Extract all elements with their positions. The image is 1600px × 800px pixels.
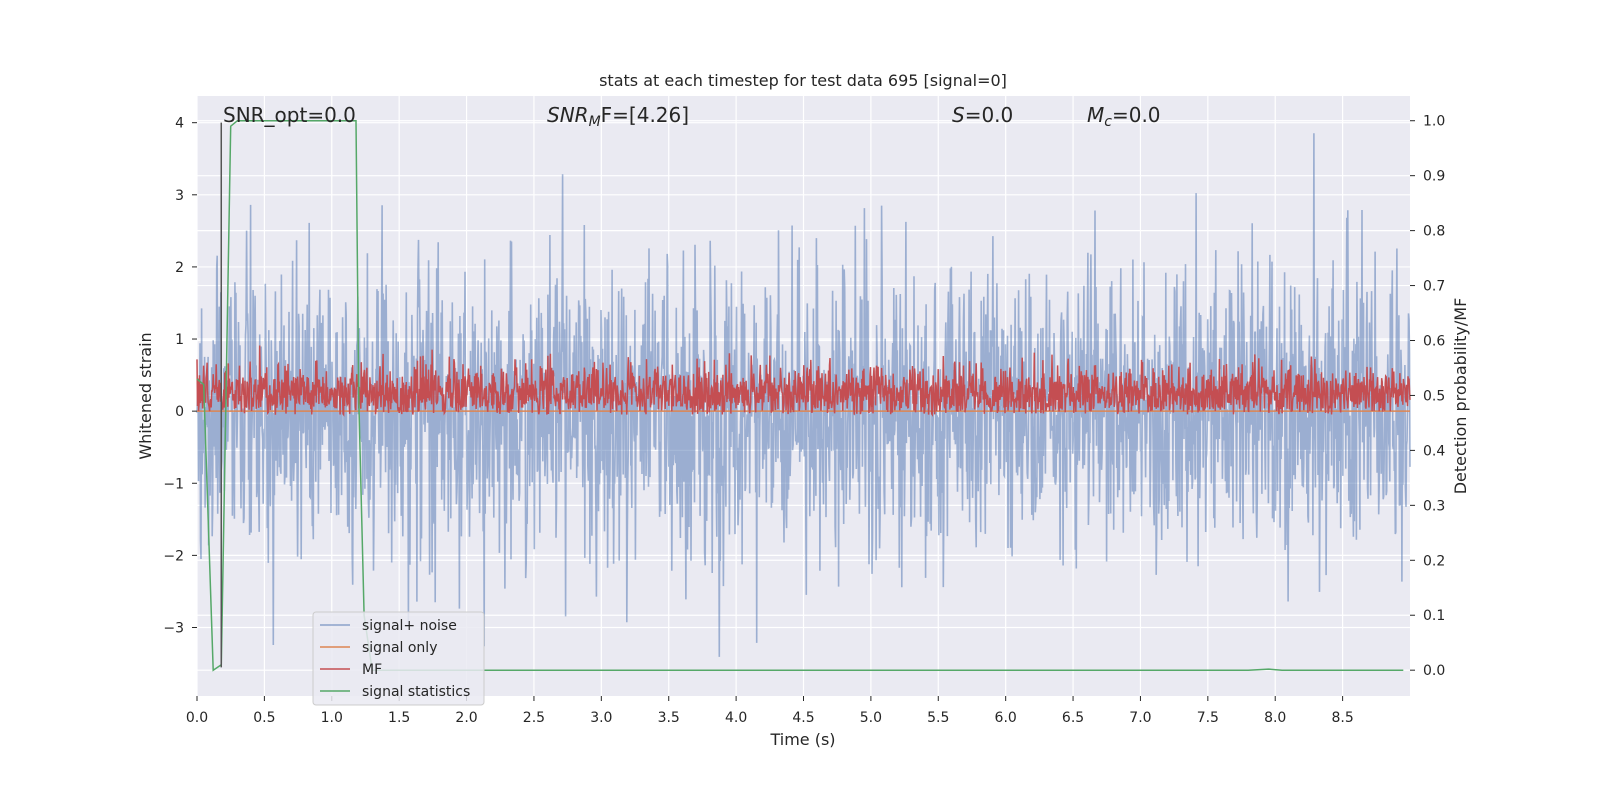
y-axis-label: Whitened strain <box>136 332 155 459</box>
x-tick-label-10: 5.0 <box>860 710 882 726</box>
y-right-tick-label-8: 0.2 <box>1423 553 1445 569</box>
x-tick-label-9: 4.5 <box>792 710 814 726</box>
y-right-tick-label-3: 0.7 <box>1423 279 1445 295</box>
x-tick-label-2: 1.0 <box>321 710 343 726</box>
annotation-1: SNRMF=[4.26] <box>547 103 689 130</box>
x-axis-label: Time (s) <box>769 730 835 749</box>
x-tick-label-7: 3.5 <box>658 710 680 726</box>
legend-label-1: signal only <box>362 640 437 656</box>
y-right-tick-label-2: 0.8 <box>1423 224 1445 240</box>
y-tick-label-6: −2 <box>163 548 184 564</box>
y-tick-label-2: 2 <box>175 260 184 276</box>
y-right-tick-label-4: 0.6 <box>1423 334 1445 350</box>
y-axis-ticks: 4 3 2 1 0 −1 −2 −3 <box>163 116 197 636</box>
x-tick-label-11: 5.5 <box>927 710 949 726</box>
y-right-tick-label-5: 0.5 <box>1423 388 1445 404</box>
x-tick-label-6: 3.0 <box>590 710 612 726</box>
x-tick-label-15: 7.5 <box>1197 710 1219 726</box>
x-tick-label-0: 0.0 <box>186 710 208 726</box>
y-tick-label-5: −1 <box>163 476 184 492</box>
chart-title: stats at each timestep for test data 695… <box>599 71 1007 90</box>
x-tick-label-8: 4.0 <box>725 710 747 726</box>
annotation-2: S=0.0 <box>952 103 1013 127</box>
series-line-2 <box>196 345 1411 417</box>
x-tick-label-3: 1.5 <box>388 710 410 726</box>
x-tick-label-12: 6.0 <box>995 710 1017 726</box>
y-right-tick-label-1: 0.9 <box>1423 169 1445 185</box>
y-tick-label-4: 0 <box>175 404 184 420</box>
y-right-tick-label-6: 0.4 <box>1423 443 1445 459</box>
x-tick-label-5: 2.5 <box>523 710 545 726</box>
y-right-axis-ticks: 1.0 0.9 0.8 0.7 0.6 0.5 0.4 0.3 0.2 0.1 0.0 <box>1410 114 1445 679</box>
y-right-tick-label-0: 1.0 <box>1423 114 1445 130</box>
y-right-tick-label-7: 0.3 <box>1423 498 1445 514</box>
y-right-tick-label-10: 0.0 <box>1423 663 1445 679</box>
x-tick-label-17: 8.5 <box>1331 710 1353 726</box>
x-tick-label-4: 2.0 <box>455 710 477 726</box>
annotation-0: SNR_opt=0.0 <box>223 103 356 127</box>
y-right-tick-label-9: 0.1 <box>1423 608 1445 624</box>
x-axis-ticks: 0.0 0.5 1.0 1.5 2.0 2.5 3.0 3.5 4.0 4.5 5.0 5.5 6.0 6… <box>186 696 1354 726</box>
series-layer <box>196 119 1411 672</box>
x-tick-label-13: 6.5 <box>1062 710 1084 726</box>
legend-label-3: signal statistics <box>362 684 470 700</box>
legend: signal+ noise signal only MF signal statist… <box>312 611 485 706</box>
x-tick-label-16: 8.0 <box>1264 710 1286 726</box>
x-tick-label-14: 7.0 <box>1129 710 1151 726</box>
y-right-axis-label: Detection probability/MF <box>1451 298 1470 495</box>
annotations: SNR_opt=0.0 SNRMF=[4.26] S=0.0 Mc=0.0 <box>223 103 1161 130</box>
y-tick-label-3: 1 <box>175 332 184 348</box>
legend-label-2: MF <box>362 662 382 678</box>
y-tick-label-1: 3 <box>175 188 184 204</box>
x-tick-label-1: 0.5 <box>253 710 275 726</box>
legend-box <box>312 611 485 706</box>
y-tick-label-7: −3 <box>163 620 184 636</box>
legend-label-0: signal+ noise <box>362 618 457 634</box>
annotation-3: Mc=0.0 <box>1087 103 1161 130</box>
y-tick-label-0: 4 <box>175 116 184 132</box>
